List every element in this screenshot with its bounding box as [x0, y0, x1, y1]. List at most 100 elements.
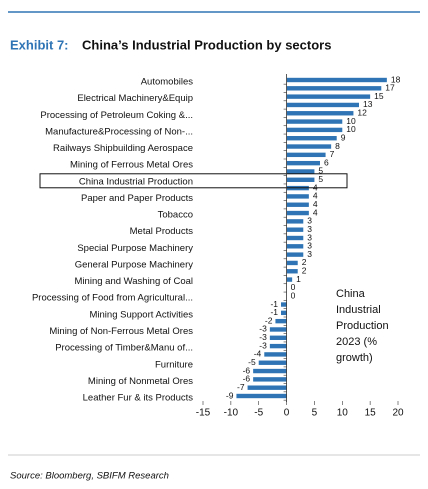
x-tick-label: -5 [254, 408, 263, 419]
bar [281, 302, 287, 307]
value-label: -1 [270, 299, 278, 309]
bar [253, 377, 287, 382]
value-label: 4 [313, 199, 318, 209]
bar [286, 94, 371, 99]
value-label: 17 [385, 83, 395, 93]
x-tick-label: 15 [365, 408, 377, 419]
bar [286, 177, 315, 182]
bar [281, 310, 287, 316]
value-label: 7 [330, 149, 335, 159]
value-label: 9 [341, 132, 346, 142]
bar [286, 227, 304, 232]
value-label: 1 [296, 274, 301, 284]
bar [269, 327, 287, 332]
value-label: -2 [265, 315, 273, 325]
category-label: Mining Support Activities [90, 309, 194, 320]
category-label: Paper and Paper Products [81, 193, 193, 204]
bar [286, 210, 309, 216]
value-label: -6 [243, 365, 251, 375]
value-label: 2 [302, 266, 307, 276]
bar [253, 368, 287, 374]
value-label: -4 [254, 349, 262, 359]
category-label: Leather Fur & its Products [83, 393, 194, 404]
value-label: -7 [237, 382, 245, 392]
value-label: -3 [259, 324, 267, 334]
bar [286, 169, 315, 174]
category-label: Processing of Petroleum Coking &... [40, 110, 193, 121]
bar [247, 385, 287, 390]
bar [236, 393, 287, 399]
value-label: 5 [318, 174, 323, 184]
value-label: 4 [313, 207, 318, 217]
value-label: 8 [335, 141, 340, 151]
value-label: 3 [307, 216, 312, 226]
category-label: Processing of Food from Agricultural... [32, 293, 193, 304]
category-label: Processing of Timber&Manu of... [55, 343, 193, 354]
value-label: 15 [374, 91, 384, 101]
bar [286, 219, 304, 224]
bar [286, 252, 304, 257]
category-label: Mining of Nonmetal Ores [88, 376, 193, 387]
bar [286, 277, 293, 282]
bar [286, 86, 382, 91]
category-label: Electrical Machinery&Equip [77, 93, 193, 104]
category-label: Automobiles [141, 77, 194, 88]
value-label: -3 [259, 340, 267, 350]
bar [269, 335, 287, 340]
bar [286, 260, 298, 266]
bar [264, 352, 287, 357]
value-label: 3 [307, 224, 312, 234]
bar [286, 136, 337, 141]
exhibit-label: Exhibit 7: [10, 37, 69, 52]
value-label: 2 [302, 257, 307, 267]
value-label: 3 [307, 249, 312, 259]
bar [286, 160, 320, 166]
value-label: 0 [291, 290, 296, 300]
x-tick-label: 0 [284, 408, 290, 419]
value-label: 10 [346, 116, 356, 126]
bar [286, 202, 309, 207]
value-label: 3 [307, 232, 312, 242]
value-label: 3 [307, 241, 312, 251]
x-tick-label: 5 [312, 408, 318, 419]
category-label: Mining and Washing of Coal [75, 276, 193, 287]
category-label: Furniture [155, 359, 193, 370]
category-label: Tobacco [158, 210, 193, 221]
value-label: -5 [248, 357, 256, 367]
category-label: Metal Products [130, 226, 194, 237]
bar [275, 318, 287, 324]
highlight-box [39, 173, 348, 189]
value-label: 12 [357, 108, 367, 118]
category-label: Railways Shipbuilding Aerospace [53, 143, 193, 154]
value-label: -1 [270, 307, 278, 317]
bar [286, 269, 298, 274]
value-label: -9 [226, 390, 234, 400]
bar [286, 194, 309, 199]
x-tick-label: -10 [224, 408, 239, 419]
annotation: China Industrial Production 2023 (% grow… [336, 288, 389, 364]
value-label: -6 [243, 374, 251, 384]
bar [269, 343, 287, 349]
x-tick-label: 20 [392, 408, 404, 419]
bar [286, 111, 354, 116]
category-label: Mining of Ferrous Metal Ores [70, 160, 193, 171]
bar [286, 77, 387, 83]
value-label: 4 [313, 191, 318, 201]
chart-title: China’s Industrial Production by sectors [82, 37, 331, 52]
value-label: 5 [318, 166, 323, 176]
bar [286, 244, 304, 249]
bar [258, 360, 287, 365]
category-label: Manufacture&Processing of Non-... [45, 126, 193, 137]
category-label: Mining of Non-Ferrous Metal Ores [49, 326, 193, 337]
bar [286, 102, 359, 108]
value-label: 6 [324, 157, 329, 167]
x-tick-label: 10 [337, 408, 349, 419]
category-label: Special Purpose Machinery [77, 243, 193, 254]
category-label: General Purpose Machinery [75, 259, 194, 270]
value-label: -3 [259, 332, 267, 342]
source: Source: Bloomberg, SBIFM Research [10, 471, 169, 482]
value-label: 18 [391, 74, 401, 84]
bar [286, 152, 326, 158]
